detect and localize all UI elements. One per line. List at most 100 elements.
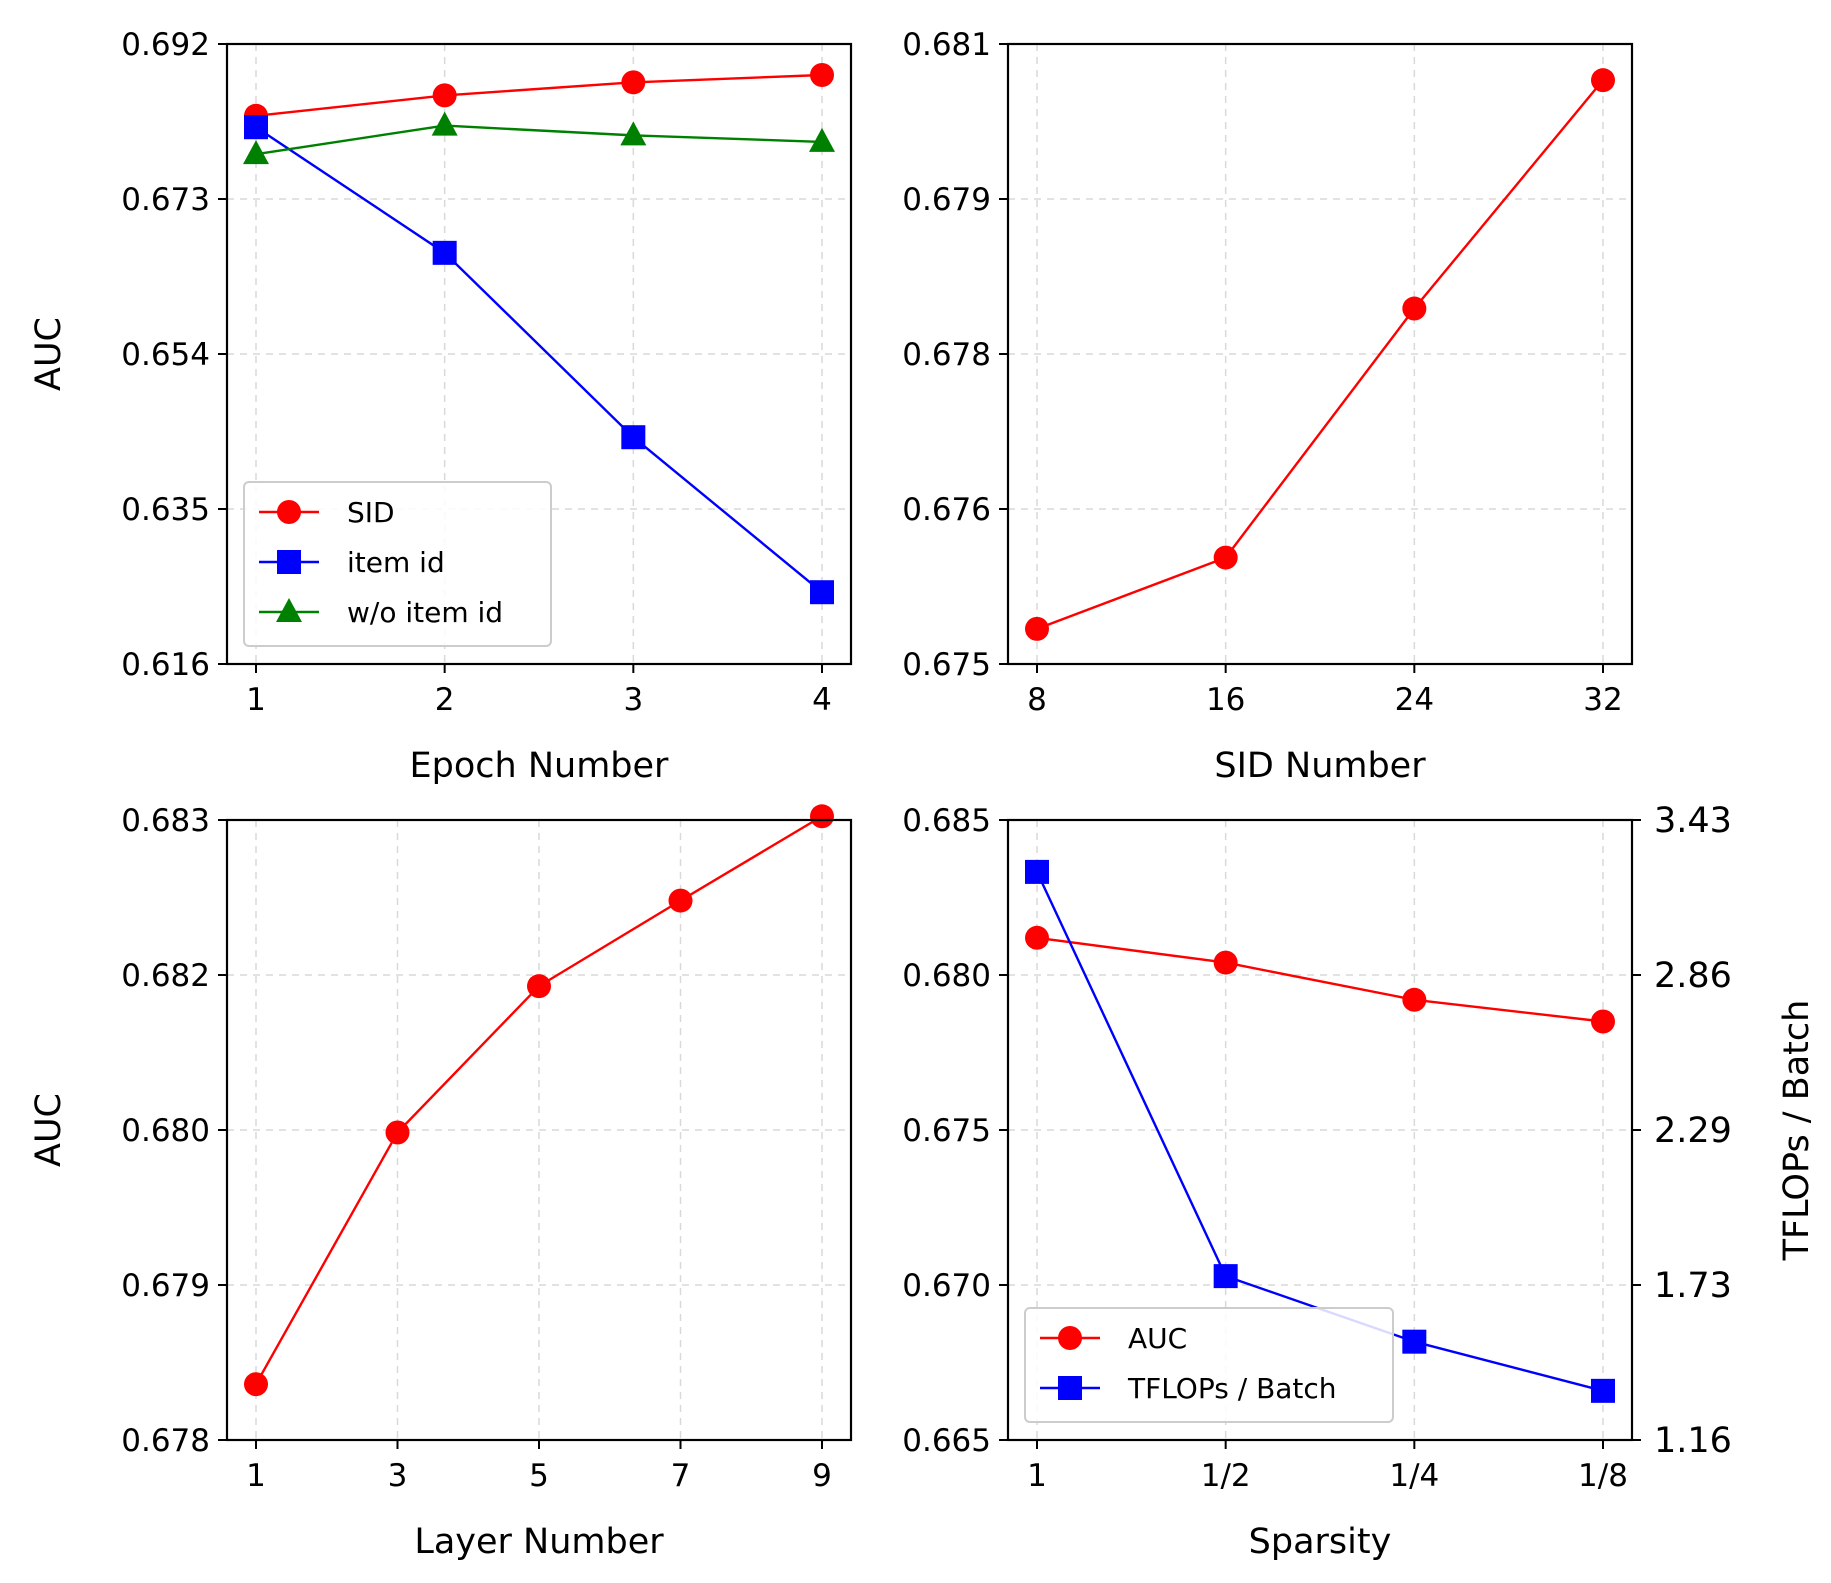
x-tick-label: 1: [1027, 1458, 1047, 1494]
plot-frame: [1006, 818, 1634, 1442]
y-right-axis-label: TFLOPs / Batch: [1777, 1000, 1817, 1262]
y-tick-label: 0.692: [121, 27, 210, 63]
plot-frame: [225, 42, 853, 666]
y-tick-label: 0.680: [121, 1113, 210, 1149]
x-tick-label: 8: [1027, 682, 1047, 718]
data-point: [810, 580, 834, 605]
data-point: [244, 1372, 268, 1397]
y-right-tick-label: 1.16: [1654, 1421, 1732, 1461]
chart-sid: 0.675 0.676 0.678 0.679 0.681 8 16 24 32 SID Numb…: [902, 27, 1634, 786]
y-tick-label: 0.654: [121, 337, 210, 373]
data-point: [620, 121, 647, 146]
series-line-item-id: [255, 126, 823, 594]
x-tick-label: 1/2: [1201, 1458, 1251, 1494]
y-tick-label: 0.679: [902, 182, 991, 218]
data-point: [1213, 1264, 1238, 1289]
legend-entry: w/o item id: [347, 596, 503, 629]
data-point: [621, 425, 646, 450]
x-tick-label: 3: [623, 682, 643, 718]
data-point: [1402, 987, 1427, 1012]
x-tick-label: 9: [812, 1458, 832, 1494]
legend-entry: TFLOPs / Batch: [1127, 1372, 1337, 1405]
y-tick-label: 0.685: [902, 803, 991, 839]
y-right-tick-label: 2.29: [1654, 1111, 1732, 1151]
y-tick-label: 0.681: [902, 27, 991, 63]
y-axis-label: AUC: [29, 1093, 69, 1167]
data-point: [1025, 616, 1049, 641]
data-point: [385, 1120, 410, 1145]
y-tick-label: 0.635: [121, 492, 210, 528]
legend-box: [243, 481, 552, 647]
series-line-sid: [255, 73, 823, 117]
y-tick-label: 0.675: [902, 647, 991, 683]
x-tick-label: 3: [388, 1458, 408, 1494]
data-point: [1591, 68, 1615, 93]
y-axis-label: AUC: [29, 317, 69, 391]
y-tick-label: 0.680: [902, 958, 991, 994]
chart-sparsity: 0.665 0.670 0.675 0.680 0.685 1.16 1.73 2.29 2.8…: [902, 801, 1817, 1562]
data-point: [1025, 859, 1049, 884]
legend-marker: [1058, 1326, 1082, 1350]
x-axis-label: Layer Number: [414, 1522, 664, 1562]
x-axis-label: SID Number: [1214, 746, 1426, 786]
series-line-auc: [1036, 936, 1604, 1023]
chart-epoch: 0.616 0.635 0.654 0.673 0.692 1 2 3 4 Epoch Numbe…: [29, 27, 853, 786]
data-point: [244, 115, 268, 140]
y-tick-label: 0.670: [902, 1268, 991, 1304]
data-point: [1025, 925, 1049, 950]
legend: SID item id w/o item id: [243, 481, 552, 647]
plot-frame: [1006, 42, 1634, 666]
legend-entry: item id: [347, 546, 445, 579]
chart-layer: 0.678 0.679 0.680 0.682 0.683 1 3 5 7 9 Layer Numb…: [29, 803, 853, 1562]
y-tick-label: 0.679: [121, 1268, 210, 1304]
legend: AUC TFLOPs / Batch: [1024, 1307, 1394, 1423]
y-tick-label: 0.665: [902, 1423, 991, 1459]
y-tick-label: 0.675: [902, 1113, 991, 1149]
x-tick-label: 4: [812, 682, 832, 718]
y-tick-label: 0.616: [121, 647, 210, 683]
plot-frame: [225, 818, 853, 1442]
y-tick-label: 0.682: [121, 958, 210, 994]
x-tick-label: 24: [1395, 682, 1434, 718]
x-tick-label: 16: [1206, 682, 1245, 718]
data-point: [243, 140, 269, 165]
x-tick-label: 1: [246, 1458, 266, 1494]
data-point: [432, 240, 457, 265]
data-point: [809, 127, 835, 152]
series-line-sid: [1036, 79, 1604, 630]
y-right-tick-label: 3.43: [1654, 801, 1732, 841]
y-tick-label: 0.676: [902, 492, 991, 528]
data-point: [1213, 950, 1238, 975]
data-point: [431, 111, 458, 136]
data-point: [1591, 1009, 1615, 1034]
y-tick-label: 0.678: [121, 1423, 210, 1459]
data-point: [810, 63, 834, 87]
y-right-tick-label: 2.86: [1654, 956, 1732, 996]
x-tick-label: 1/8: [1578, 1458, 1628, 1494]
y-tick-label: 0.673: [121, 182, 210, 218]
legend-marker: [277, 550, 301, 574]
data-point: [621, 70, 646, 95]
x-axis-label: Sparsity: [1249, 1522, 1392, 1562]
legend-marker: [277, 500, 301, 524]
data-point: [1213, 545, 1238, 570]
data-point: [527, 974, 551, 999]
y-tick-label: 0.678: [902, 337, 991, 373]
legend-box: [1024, 1307, 1394, 1423]
legend-entry: AUC: [1128, 1322, 1187, 1355]
x-tick-label: 1/4: [1389, 1458, 1439, 1494]
y-tick-label: 0.683: [121, 803, 210, 839]
x-tick-label: 5: [529, 1458, 549, 1494]
data-point: [1591, 1378, 1615, 1403]
x-tick-label: 7: [671, 1458, 691, 1494]
x-tick-label: 32: [1583, 682, 1622, 718]
x-tick-label: 2: [435, 682, 455, 718]
data-point: [1402, 1329, 1427, 1354]
data-point: [668, 888, 693, 913]
x-axis-label: Epoch Number: [410, 746, 670, 786]
legend-marker: [276, 598, 302, 622]
data-point: [810, 804, 834, 829]
legend-marker: [1058, 1376, 1082, 1400]
data-point: [432, 83, 457, 108]
